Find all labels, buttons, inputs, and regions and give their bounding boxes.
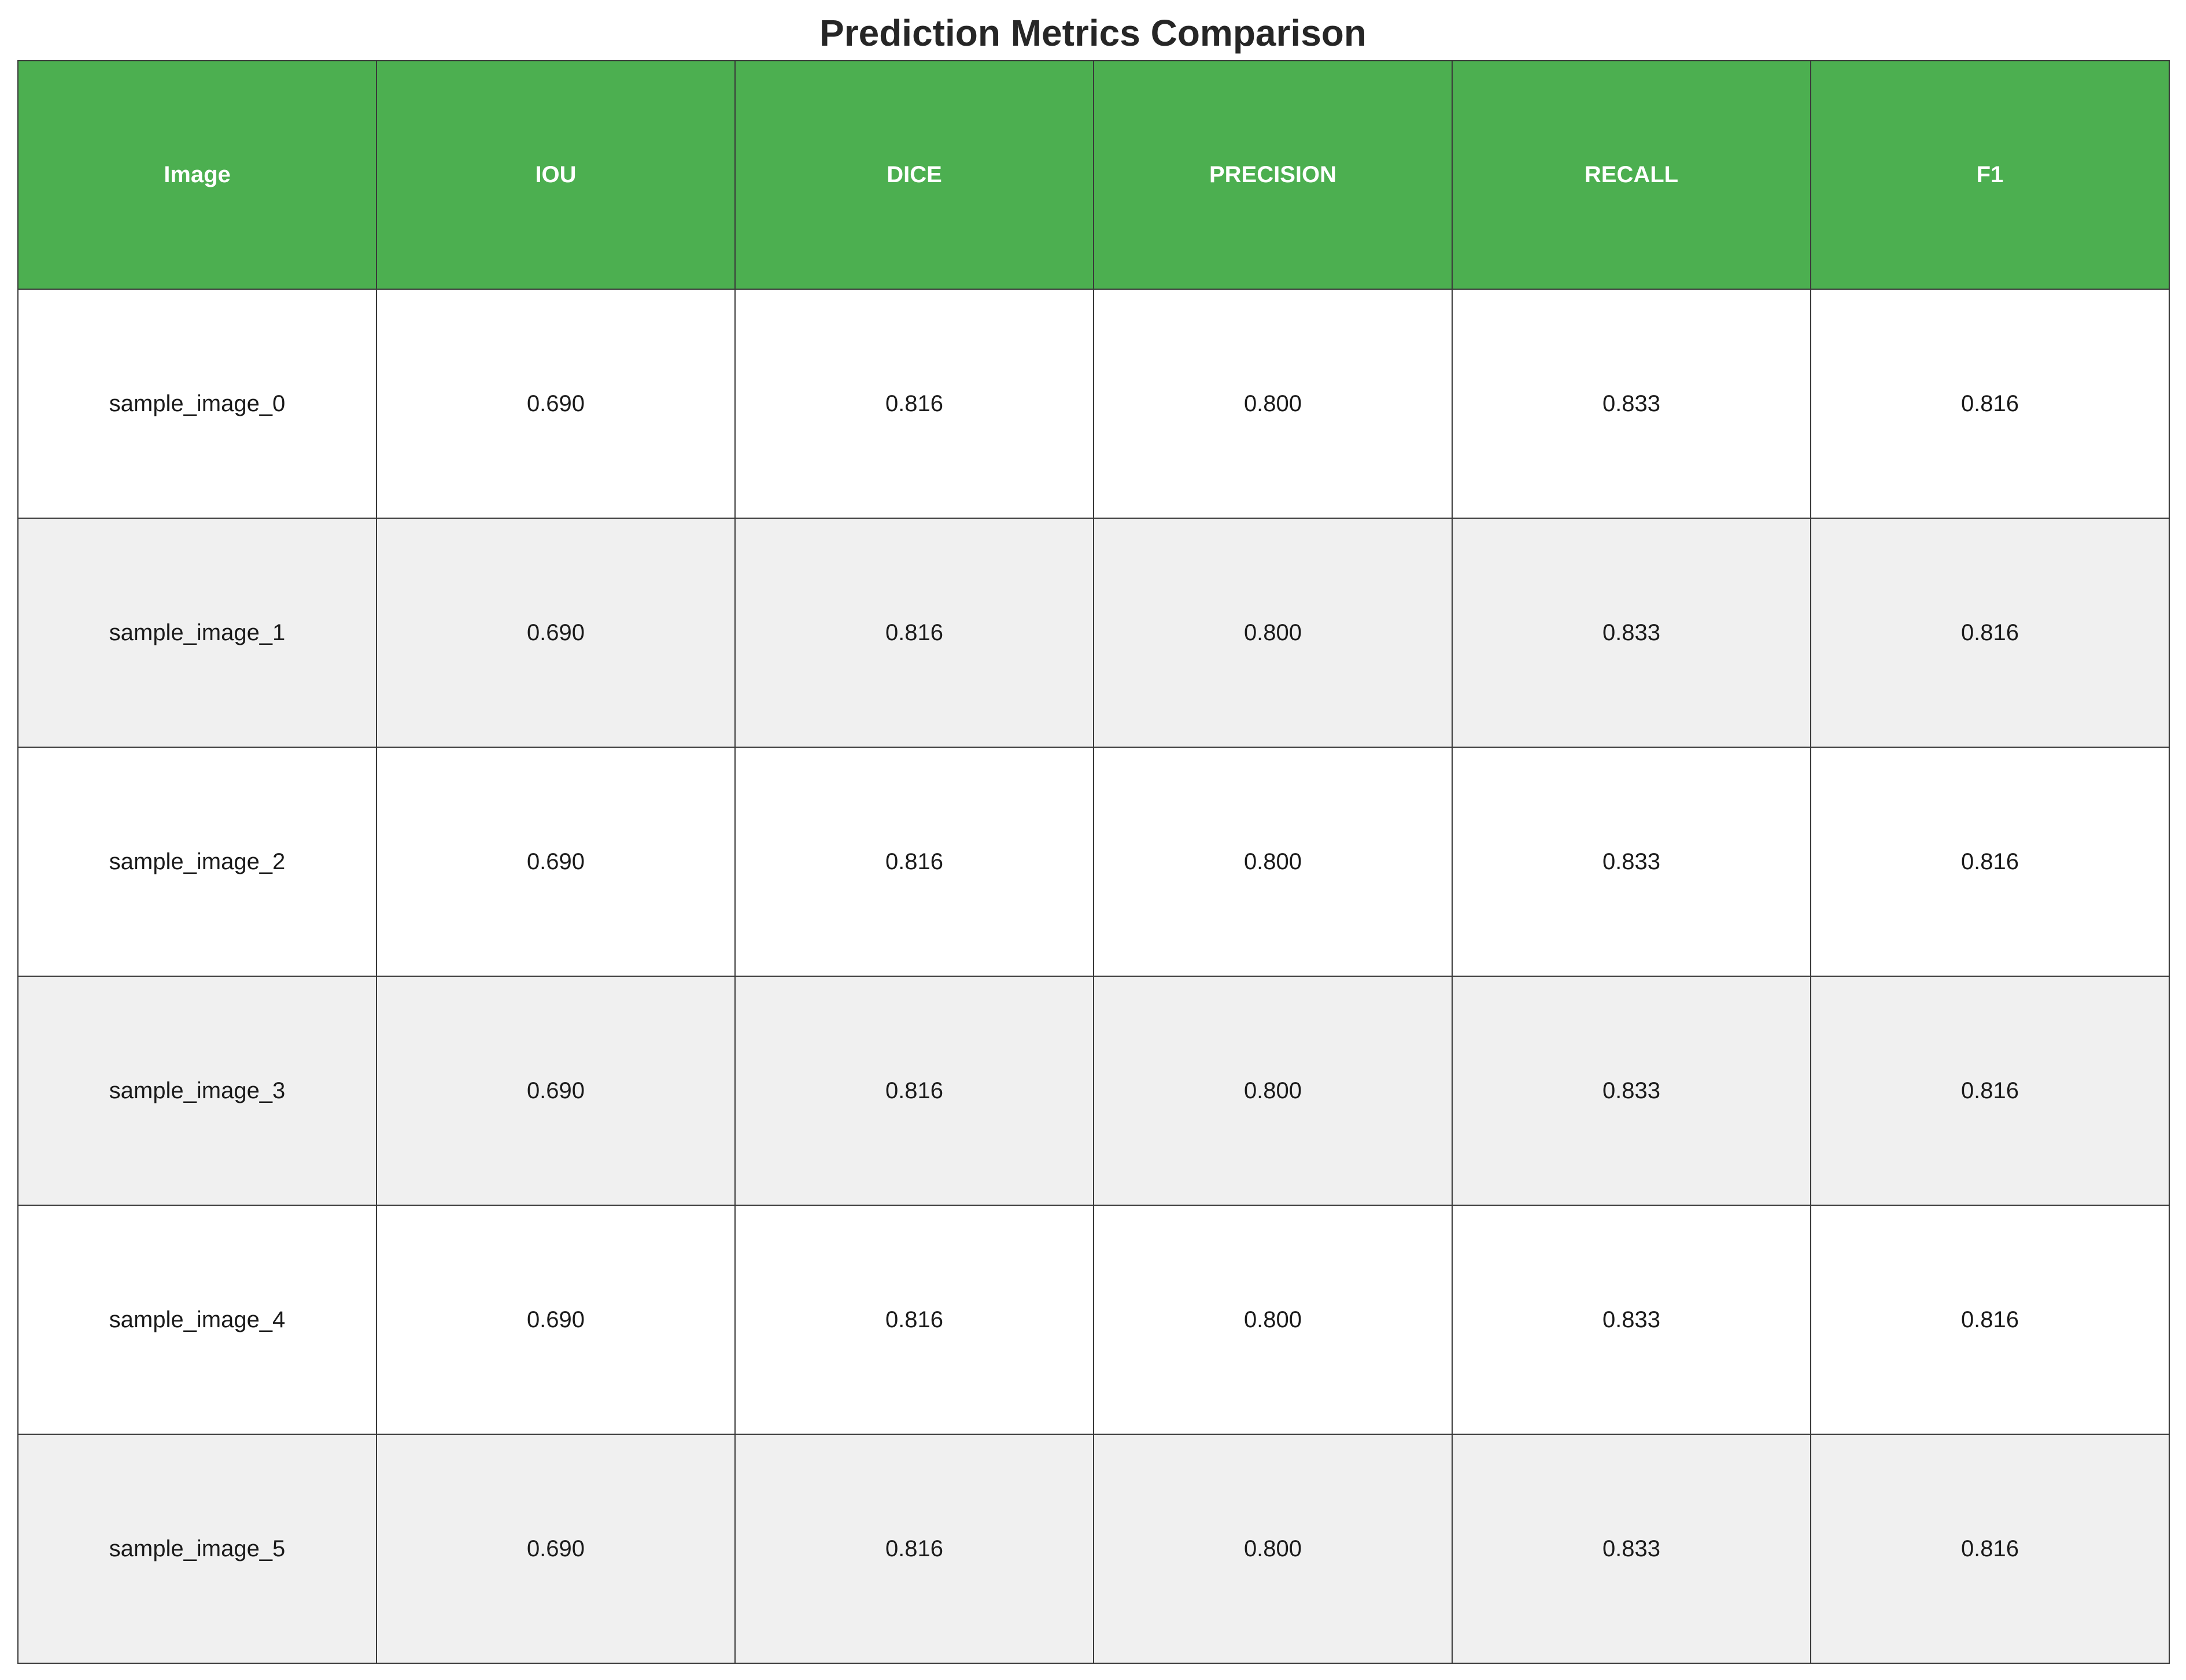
table-row: sample_image_3 0.690 0.816 0.800 0.833 0.816: [17, 976, 2170, 1206]
table-body: sample_image_0 0.690 0.816 0.800 0.833 0.816 s…: [17, 289, 2170, 1664]
metric-cell-recall: 0.833: [1452, 1205, 1811, 1435]
column-header-f1: F1: [1810, 60, 2170, 290]
chart-title: Prediction Metrics Comparison: [819, 12, 1367, 54]
column-header-iou: IOU: [376, 60, 736, 290]
column-header-dice: DICE: [734, 60, 1094, 290]
image-name-cell: sample_image_2: [17, 747, 377, 977]
metric-cell-f1: 0.816: [1810, 1434, 2170, 1664]
metric-cell-iou: 0.690: [376, 976, 736, 1206]
metric-cell-precision: 0.800: [1093, 289, 1453, 519]
metric-cell-f1: 0.816: [1810, 518, 2170, 748]
metric-cell-iou: 0.690: [376, 1434, 736, 1664]
column-header-image: Image: [17, 60, 377, 290]
metric-cell-precision: 0.800: [1093, 747, 1453, 977]
table-header: Image IOU DICE PRECISION RECALL F1: [17, 60, 2170, 290]
metric-cell-recall: 0.833: [1452, 1434, 1811, 1664]
metric-cell-dice: 0.816: [734, 1205, 1094, 1435]
metric-cell-iou: 0.690: [376, 289, 736, 519]
table-row: sample_image_0 0.690 0.816 0.800 0.833 0.816: [17, 289, 2170, 519]
column-header-recall: RECALL: [1452, 60, 1811, 290]
metric-cell-recall: 0.833: [1452, 518, 1811, 748]
table-row: sample_image_5 0.690 0.816 0.800 0.833 0.816: [17, 1434, 2170, 1664]
image-name-cell: sample_image_5: [17, 1434, 377, 1664]
metric-cell-f1: 0.816: [1810, 289, 2170, 519]
metric-cell-dice: 0.816: [734, 1434, 1094, 1664]
image-name-cell: sample_image_4: [17, 1205, 377, 1435]
metric-cell-dice: 0.816: [734, 976, 1094, 1206]
metric-cell-dice: 0.816: [734, 289, 1094, 519]
metric-cell-recall: 0.833: [1452, 747, 1811, 977]
metric-cell-dice: 0.816: [734, 518, 1094, 748]
metric-cell-precision: 0.800: [1093, 1205, 1453, 1435]
metric-cell-recall: 0.833: [1452, 289, 1811, 519]
image-name-cell: sample_image_1: [17, 518, 377, 748]
metric-cell-precision: 0.800: [1093, 976, 1453, 1206]
column-header-precision: PRECISION: [1093, 60, 1453, 290]
header-row: Image IOU DICE PRECISION RECALL F1: [17, 60, 2170, 290]
table-row: sample_image_4 0.690 0.816 0.800 0.833 0.816: [17, 1205, 2170, 1435]
metric-cell-f1: 0.816: [1810, 747, 2170, 977]
metric-cell-f1: 0.816: [1810, 976, 2170, 1206]
metric-cell-precision: 0.800: [1093, 518, 1453, 748]
metric-cell-dice: 0.816: [734, 747, 1094, 977]
image-name-cell: sample_image_3: [17, 976, 377, 1206]
metric-cell-f1: 0.816: [1810, 1205, 2170, 1435]
table-row: sample_image_2 0.690 0.816 0.800 0.833 0.816: [17, 747, 2170, 977]
metrics-table: Image IOU DICE PRECISION RECALL F1 sample_ima…: [17, 60, 2170, 1664]
metric-cell-precision: 0.800: [1093, 1434, 1453, 1664]
table-row: sample_image_1 0.690 0.816 0.800 0.833 0.816: [17, 518, 2170, 748]
metric-cell-iou: 0.690: [376, 1205, 736, 1435]
metric-cell-iou: 0.690: [376, 518, 736, 748]
image-name-cell: sample_image_0: [17, 289, 377, 519]
metric-cell-recall: 0.833: [1452, 976, 1811, 1206]
metric-cell-iou: 0.690: [376, 747, 736, 977]
